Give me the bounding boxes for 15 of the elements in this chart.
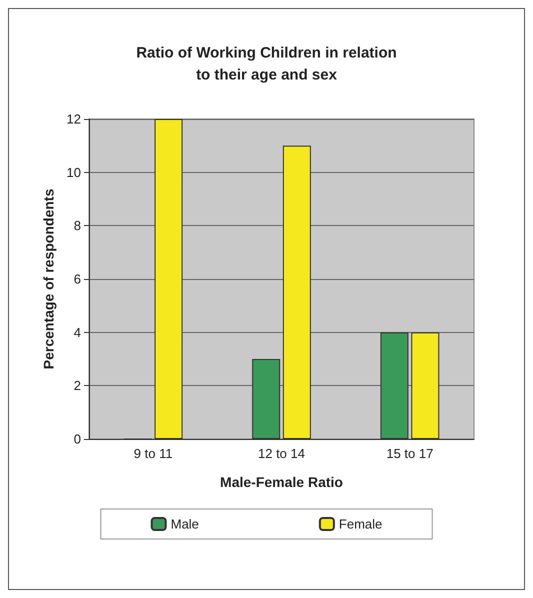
x-tick-label: 9 to 11 xyxy=(134,446,173,461)
y-tick-label: 12 xyxy=(66,112,81,126)
x-tick-label: 15 to 17 xyxy=(386,446,434,461)
chart-title: Ratio of Working Children in relation to their age and sex xyxy=(136,44,397,84)
legend-label: Female xyxy=(338,516,382,532)
x-axis-title: Male-Female Ratio xyxy=(220,474,343,490)
y-tick-label: 8 xyxy=(74,218,81,234)
y-tick-label: 4 xyxy=(74,324,81,340)
y-tick-label: 6 xyxy=(74,272,81,286)
legend-label: Male xyxy=(170,516,199,532)
y-tick-label: 10 xyxy=(66,164,81,180)
x-tick-label: 12 to 14 xyxy=(258,446,305,461)
y-axis-title: Percentage of respondents xyxy=(40,188,57,370)
y-tick-label: 2 xyxy=(74,378,81,394)
y-tick-label: 0 xyxy=(74,432,81,446)
